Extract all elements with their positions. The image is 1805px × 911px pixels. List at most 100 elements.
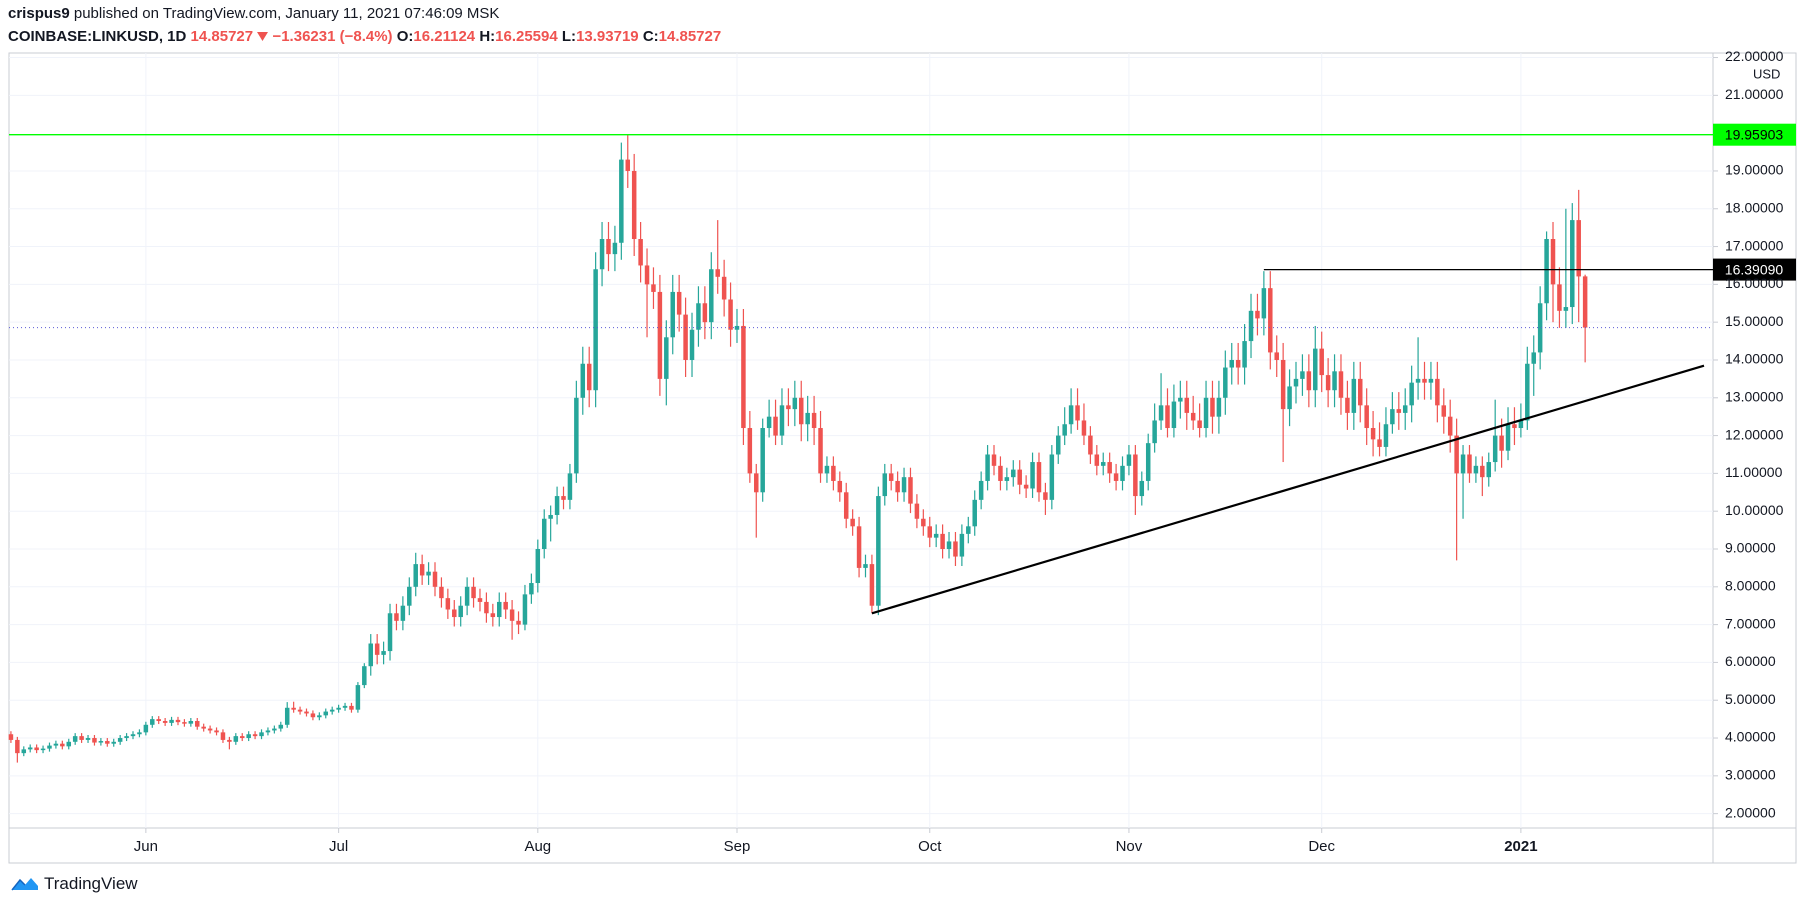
- candle-body: [1313, 348, 1318, 391]
- candle-body: [773, 416, 778, 436]
- candle-body: [831, 465, 836, 481]
- drawings: 19.95903 16.39090: [9, 123, 1796, 615]
- candle-body: [1280, 359, 1286, 410]
- candle-body: [1557, 284, 1562, 311]
- candle-body: [1390, 409, 1395, 425]
- y-tick-label: 6.00000: [1725, 653, 1776, 669]
- candle-body: [1100, 462, 1106, 466]
- candle-body: [1178, 397, 1183, 402]
- candle-body: [98, 741, 104, 743]
- candle-body: [1525, 363, 1530, 421]
- candle-body: [1306, 371, 1312, 391]
- grid: [9, 53, 1713, 828]
- candle-body: [143, 724, 149, 733]
- y-tick-label: 19.00000: [1725, 162, 1784, 178]
- candle-body: [721, 276, 727, 300]
- candle-body: [1248, 310, 1254, 342]
- candle-body: [921, 518, 926, 527]
- candle-body: [702, 303, 708, 323]
- candle-body: [895, 480, 900, 493]
- candle-body: [1447, 416, 1453, 436]
- candle-body: [1203, 397, 1209, 429]
- candle-body: [175, 719, 181, 723]
- candle-body: [741, 325, 746, 429]
- candle-body: [1332, 371, 1337, 391]
- candle-body: [586, 363, 592, 391]
- candle-body: [1113, 473, 1119, 481]
- candle-body: [966, 526, 971, 534]
- candle-body: [419, 564, 425, 576]
- candle-body: [272, 728, 277, 731]
- candle-body: [882, 473, 888, 497]
- candle-body: [195, 721, 200, 727]
- candle-body: [452, 609, 457, 618]
- price-label: 19.95903: [1725, 126, 1784, 142]
- candle-body: [1512, 424, 1517, 429]
- candle-body: [619, 159, 624, 243]
- candle-body: [1145, 443, 1151, 481]
- candle-body: [1049, 454, 1055, 500]
- candle-body: [1358, 378, 1363, 406]
- candle-body: [182, 722, 187, 724]
- candle-body: [1473, 465, 1479, 474]
- candle-body: [1576, 220, 1581, 277]
- y-tick-label: 22.00000: [1725, 48, 1784, 64]
- candle-body: [27, 747, 33, 750]
- candle-body: [734, 325, 740, 330]
- candle-body: [220, 732, 226, 740]
- y-tick-label: 17.00000: [1725, 237, 1784, 253]
- candle-body: [1351, 378, 1357, 413]
- candle-body: [946, 541, 952, 549]
- candle-body: [400, 605, 406, 621]
- close-label: C:: [642, 28, 659, 45]
- x-tick-label: Jun: [134, 838, 158, 855]
- candle-body: [1415, 378, 1421, 383]
- candle-body: [1062, 424, 1067, 436]
- change: −1.36231 (−8.4%): [272, 28, 393, 45]
- candle-body: [856, 526, 862, 568]
- candle-body: [1550, 239, 1556, 285]
- candle-body: [284, 707, 290, 725]
- candle-body: [1120, 465, 1125, 481]
- candle-body: [638, 239, 643, 266]
- candle-body: [837, 480, 843, 493]
- candle-body: [908, 477, 913, 504]
- candle-body: [978, 480, 984, 500]
- axes: 2.00000 3.00000 4.00000 5.00000 6.00000 7.000…: [134, 48, 1784, 855]
- candle-body: [1435, 378, 1440, 406]
- y-tick-label: 21.00000: [1725, 86, 1784, 102]
- candle-body: [1197, 420, 1202, 429]
- candle-body: [21, 749, 27, 754]
- candle-body: [329, 709, 335, 712]
- candle-body: [670, 291, 675, 338]
- candle-body: [239, 736, 245, 739]
- candle-body: [818, 428, 823, 474]
- candle-body: [1081, 420, 1087, 436]
- candle-body: [1486, 462, 1492, 478]
- candle-body: [1068, 405, 1074, 425]
- y-tick-label: 18.00000: [1725, 199, 1784, 215]
- candle-body: [709, 269, 714, 323]
- candle-body: [117, 738, 123, 742]
- candles: [8, 134, 1588, 763]
- x-tick-label: Sep: [724, 838, 751, 855]
- candle-body: [1056, 435, 1061, 455]
- candle-body: [1287, 386, 1292, 410]
- candle-body: [953, 541, 958, 557]
- high-label: H:: [479, 28, 496, 45]
- candle-body: [798, 397, 804, 425]
- candle-body: [426, 571, 431, 576]
- candle-body: [265, 730, 271, 733]
- candle-body: [150, 719, 155, 725]
- candle-body: [1300, 371, 1305, 379]
- candle-body: [606, 239, 611, 255]
- candle-body: [1422, 378, 1427, 383]
- candle-body: [130, 734, 136, 737]
- candle-body: [1165, 405, 1170, 429]
- candle-body: [689, 329, 695, 360]
- down-arrow: [257, 32, 269, 41]
- candle-body: [747, 428, 753, 474]
- candle-body: [1139, 480, 1145, 497]
- candle-body: [53, 743, 59, 746]
- candle-body: [1190, 412, 1196, 421]
